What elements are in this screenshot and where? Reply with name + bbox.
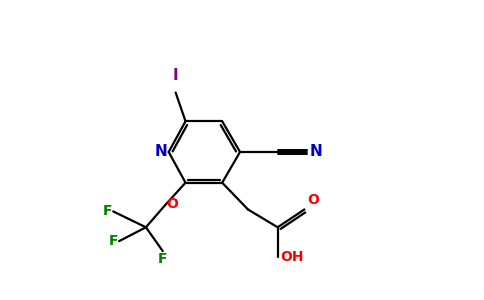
Text: O: O (166, 197, 179, 212)
Text: O: O (307, 194, 319, 208)
Text: F: F (108, 234, 118, 248)
Text: N: N (155, 145, 167, 160)
Text: OH: OH (281, 250, 304, 264)
Text: F: F (158, 252, 167, 266)
Text: F: F (103, 204, 112, 218)
Text: N: N (309, 145, 322, 160)
Text: I: I (173, 68, 179, 83)
